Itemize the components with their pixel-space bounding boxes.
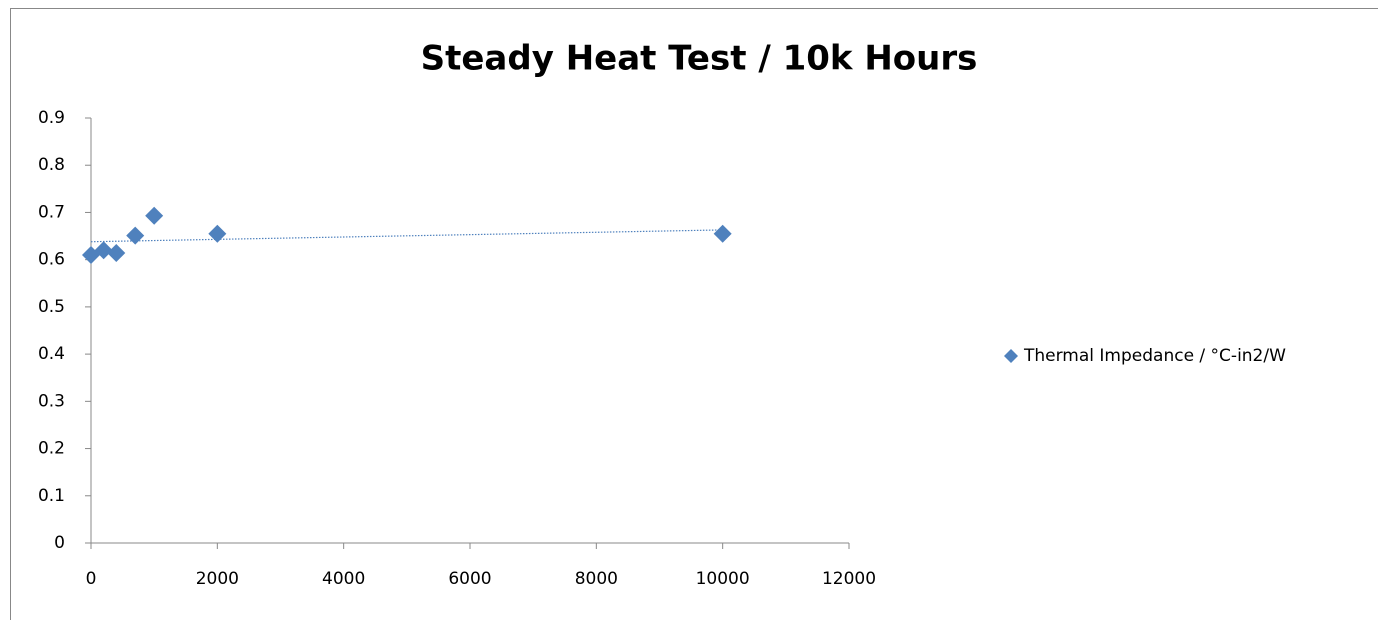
x-tick-label: 10000 bbox=[696, 569, 750, 589]
y-tick-label: 0.7 bbox=[38, 202, 65, 222]
point bbox=[126, 226, 145, 245]
y-tick-label: 0.2 bbox=[38, 439, 65, 459]
point bbox=[107, 244, 126, 263]
y-tick-label: 0 bbox=[54, 533, 65, 553]
y-tick-label: 0.3 bbox=[38, 391, 65, 411]
y-tick-label: 0.6 bbox=[38, 250, 65, 270]
y-tick-label: 0.1 bbox=[38, 486, 65, 506]
point bbox=[713, 224, 732, 243]
point bbox=[208, 224, 227, 243]
y-tick-label: 0.9 bbox=[38, 108, 65, 128]
y-tick-label: 0.5 bbox=[38, 297, 65, 317]
trendline bbox=[90, 229, 723, 243]
x-tick-label: 6000 bbox=[448, 569, 491, 589]
y-tick-label: 0.4 bbox=[38, 344, 65, 364]
legend-label: Thermal Impedance / °C-in2/W bbox=[1023, 346, 1286, 366]
point bbox=[94, 241, 113, 260]
x-tick-label: 8000 bbox=[575, 569, 618, 589]
x-tick-label: 4000 bbox=[322, 569, 365, 589]
chart-title: Steady Heat Test / 10k Hours bbox=[421, 39, 978, 79]
x-tick-label: 2000 bbox=[196, 569, 239, 589]
y-tick-label: 0.8 bbox=[38, 155, 65, 175]
x-tick-label: 0 bbox=[86, 569, 97, 589]
point bbox=[145, 206, 164, 225]
x-tick-label: 12000 bbox=[822, 569, 876, 589]
legend-marker bbox=[1004, 349, 1018, 363]
